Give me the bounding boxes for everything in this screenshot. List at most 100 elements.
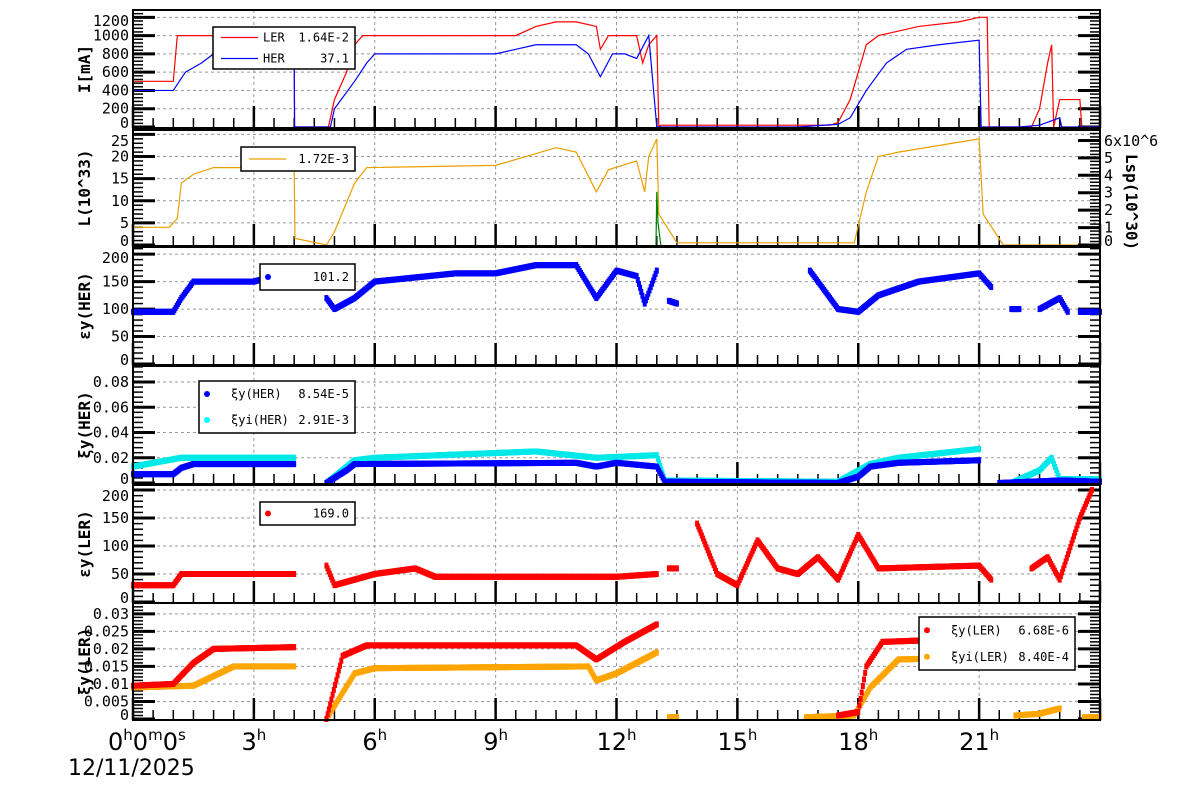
data-point xyxy=(1071,533,1076,540)
data-point xyxy=(1056,473,1061,480)
data-point xyxy=(654,649,659,656)
y-tick-label: 5 xyxy=(120,214,129,232)
legend: LER 1.64E-2 HER 37.1 xyxy=(212,26,356,70)
y-tick-label: 0.01 xyxy=(93,675,129,693)
data-point xyxy=(657,459,662,466)
x-tick-label: 6h xyxy=(362,726,387,756)
data-point xyxy=(651,277,656,284)
legend: 1.72E-3 xyxy=(240,146,356,172)
data-point xyxy=(862,676,867,683)
y-tick-label: 50 xyxy=(111,328,129,346)
data-point xyxy=(339,657,344,664)
y-axis-label: ξy(LER) xyxy=(75,628,94,695)
legend-value: 8.54E-5 xyxy=(298,387,349,401)
data-point xyxy=(1070,536,1075,543)
y-tick-label: 200 xyxy=(102,487,129,505)
y-tick-label: 100 xyxy=(102,537,129,555)
data-point xyxy=(659,466,664,473)
legend-value: 2.91E-3 xyxy=(298,413,349,427)
legend-value: 169.0 xyxy=(313,507,349,521)
legend-value: 6.68E-6 xyxy=(1018,623,1069,637)
y-tick-label: 1200 xyxy=(93,12,129,30)
legend-label: ξy(LER) xyxy=(951,623,1002,637)
right-tick-label: 6x10^6 xyxy=(1104,132,1158,150)
right-tick-label: 4 xyxy=(1104,166,1113,184)
data-point xyxy=(1068,544,1073,551)
series-line-Lsp xyxy=(655,191,662,246)
data-point xyxy=(863,669,868,676)
y-tick-label: 0.02 xyxy=(93,449,129,467)
series-line-L xyxy=(133,138,1100,246)
data-point xyxy=(1053,463,1058,470)
data-point xyxy=(292,571,297,578)
legend-box xyxy=(918,616,1076,671)
y-tick-label: 200 xyxy=(102,249,129,267)
data-point xyxy=(654,621,659,628)
legend-label: ξyi(HER) xyxy=(231,413,289,427)
y-tick-label: 1000 xyxy=(93,27,129,45)
y-tick-label: 0.06 xyxy=(93,398,129,416)
panel-emittance_ler: 0 50 100 150 200 εy(LER) 169.0 xyxy=(75,484,1102,607)
data-point xyxy=(335,672,340,679)
data-point xyxy=(326,706,331,713)
data-point xyxy=(641,296,646,303)
data-point xyxy=(639,288,644,295)
data-point xyxy=(646,290,651,297)
x-tick-label: 3h xyxy=(241,726,266,756)
data-point xyxy=(642,300,647,307)
y-tick-label: 0.03 xyxy=(93,605,129,623)
data-point xyxy=(331,686,336,693)
right-axis-label: Lsp(10^30) xyxy=(1122,154,1141,250)
legend: ξy(HER) 8.54E-5 ξyi(HER) 2.91E-3 xyxy=(198,380,356,434)
legend-swatch-dot xyxy=(204,417,210,423)
data-point xyxy=(292,461,297,468)
data-point xyxy=(333,682,338,689)
y-tick-label: 0 xyxy=(120,351,129,369)
legend-value: 101.2 xyxy=(313,270,349,284)
series-line-HER xyxy=(133,33,1100,128)
y-tick-label: 600 xyxy=(102,63,129,81)
y-axis-label: εy(HER) xyxy=(75,272,94,339)
data-point xyxy=(329,696,334,703)
y-tick-label: 0 xyxy=(120,470,129,488)
data-point xyxy=(654,571,659,578)
y-tick-label: 0.08 xyxy=(93,373,129,391)
data-point xyxy=(328,701,333,708)
data-point xyxy=(634,273,639,280)
y-tick-label: 0.025 xyxy=(84,622,129,640)
data-point xyxy=(330,691,335,698)
data-point xyxy=(859,689,864,696)
y-tick-label: 150 xyxy=(102,509,129,527)
data-point xyxy=(1062,562,1067,569)
legend-label: ξy(HER) xyxy=(231,387,282,401)
data-point xyxy=(1067,547,1072,554)
data-point xyxy=(977,445,982,452)
data-point xyxy=(1049,454,1054,461)
y-tick-label: 100 xyxy=(102,300,129,318)
data-point xyxy=(989,576,994,583)
legend-value: 1.64E-2 xyxy=(298,31,349,45)
data-point xyxy=(647,287,652,294)
data-point xyxy=(643,297,648,304)
data-point xyxy=(336,667,341,674)
legend-swatch-dot xyxy=(924,627,930,634)
legend-label: LER xyxy=(263,31,285,45)
right-tick-label: 1 xyxy=(1104,219,1113,237)
data-point xyxy=(1017,306,1022,313)
data-point xyxy=(635,277,640,284)
data-point xyxy=(638,284,643,291)
data-point xyxy=(645,293,650,300)
legend-box xyxy=(198,380,356,434)
y-axis-label: I[mA] xyxy=(75,45,94,93)
data-point xyxy=(655,455,660,462)
legend-box xyxy=(259,263,356,291)
y-tick-label: 15 xyxy=(111,170,129,188)
data-point xyxy=(1063,558,1068,565)
legend-swatch-dot xyxy=(924,653,930,660)
data-point xyxy=(636,280,641,287)
y-tick-label: 0 xyxy=(120,114,129,132)
data-point xyxy=(674,714,679,721)
